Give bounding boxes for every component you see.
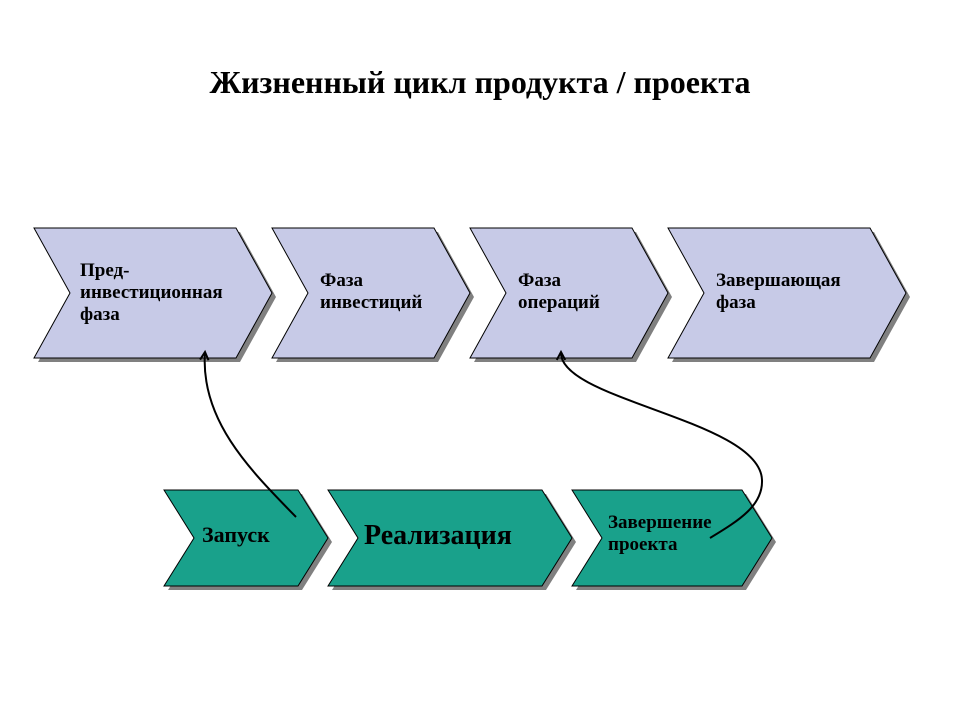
- product-phase-1-label: Фаза инвестиций: [320, 270, 422, 314]
- project-phase-2-label: Завершение проекта: [608, 512, 712, 556]
- product-phase-3-label: Завершающая фаза: [716, 270, 841, 314]
- diagram-canvas: [0, 0, 960, 720]
- project-phase-0-label: Запуск: [202, 522, 270, 547]
- product-phase-2-label: Фаза операций: [518, 270, 600, 314]
- product-phase-0-label: Пред- инвестиционная фаза: [80, 260, 223, 326]
- project-phase-1-label: Реализация: [364, 520, 512, 552]
